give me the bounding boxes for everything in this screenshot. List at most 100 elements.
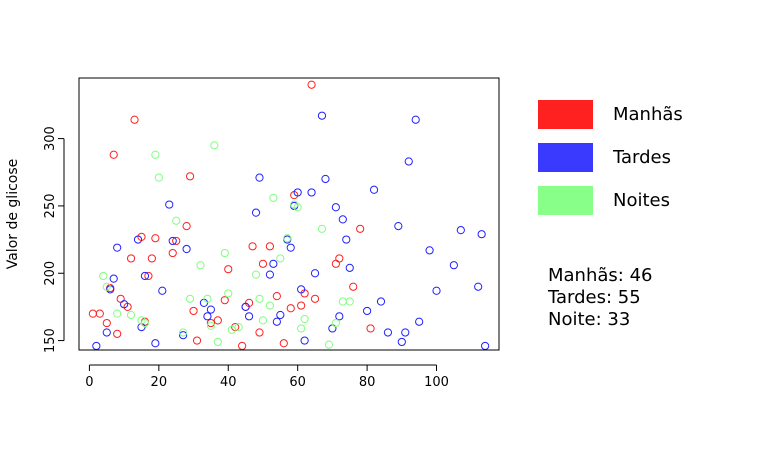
- data-point: [335, 312, 344, 321]
- data-point: [328, 324, 337, 333]
- data-point: [331, 318, 340, 328]
- data-point: [113, 243, 122, 252]
- data-point: [404, 157, 413, 166]
- plot-frame: [78, 77, 500, 351]
- data-point: [116, 294, 125, 303]
- data-point: [276, 310, 285, 320]
- data-point: [203, 294, 212, 303]
- data-point: [88, 309, 97, 318]
- legend-item: Noites: [538, 186, 670, 215]
- data-point: [286, 243, 295, 252]
- data-point: [241, 302, 250, 312]
- data-point: [109, 274, 118, 283]
- data-point: [425, 246, 434, 255]
- data-point: [95, 309, 104, 318]
- data-point: [168, 248, 177, 258]
- data-point: [258, 316, 268, 325]
- data-point: [265, 301, 275, 310]
- data-point: [324, 340, 334, 349]
- data-point: [102, 328, 111, 337]
- x-tick-label: 0: [85, 375, 93, 390]
- data-point: [172, 216, 181, 225]
- data-point: [449, 261, 458, 270]
- data-point: [331, 259, 340, 268]
- data-point: [133, 235, 143, 244]
- data-point: [345, 297, 354, 306]
- data-point: [362, 306, 372, 316]
- data-point: [401, 328, 410, 337]
- data-point: [113, 309, 122, 318]
- data-point: [206, 318, 216, 328]
- data-point: [356, 224, 365, 233]
- data-point: [272, 292, 281, 301]
- data-point: [251, 208, 261, 217]
- count-afternoon: Tardes: 55: [548, 287, 641, 308]
- data-point: [317, 111, 327, 120]
- data-point: [265, 242, 275, 251]
- data-point: [317, 224, 327, 233]
- legend-swatch: [538, 186, 593, 215]
- data-point: [165, 200, 174, 209]
- legend-item: Manhãs: [538, 100, 683, 129]
- series-0: [88, 80, 375, 351]
- data-point: [140, 271, 150, 281]
- y-tick-label: 300: [43, 126, 58, 151]
- data-point: [102, 318, 111, 328]
- data-point: [113, 329, 122, 338]
- data-point: [338, 297, 347, 306]
- data-point: [251, 270, 261, 279]
- data-point: [349, 282, 358, 291]
- data-point: [310, 269, 320, 278]
- data-point: [474, 282, 483, 291]
- data-point: [206, 321, 216, 330]
- data-point: [456, 226, 465, 235]
- data-point: [286, 304, 295, 313]
- data-point: [189, 306, 198, 316]
- x-tick-label: 80: [359, 375, 376, 390]
- legend-item: Tardes: [538, 143, 671, 172]
- data-point: [154, 173, 163, 182]
- legend-swatch: [538, 143, 593, 172]
- data-point: [102, 282, 111, 291]
- data-point: [144, 271, 153, 281]
- y-tick-label: 150: [43, 328, 58, 353]
- y-axis-title: Valor de glicose: [5, 159, 21, 270]
- x-tick-label: 40: [220, 375, 237, 390]
- legend-label: Tardes: [612, 147, 671, 168]
- y-tick-label: 200: [43, 261, 58, 286]
- legend-swatch: [538, 100, 593, 129]
- data-point: [310, 294, 320, 303]
- data-point: [192, 336, 202, 345]
- data-point: [213, 337, 222, 347]
- data-point: [185, 172, 195, 181]
- data-point: [307, 188, 316, 197]
- data-point: [335, 254, 344, 263]
- data-point: [432, 286, 441, 295]
- data-point: [182, 222, 191, 231]
- data-point: [300, 336, 309, 345]
- data-point: [276, 254, 285, 263]
- data-point: [168, 236, 177, 246]
- x-tick-label: 100: [424, 375, 449, 390]
- data-point: [203, 312, 212, 321]
- data-point: [151, 150, 160, 159]
- data-point: [369, 185, 379, 194]
- data-point: [210, 141, 219, 150]
- data-point: [321, 174, 330, 184]
- data-point: [244, 312, 254, 321]
- data-point: [383, 328, 393, 337]
- data-point: [265, 270, 275, 279]
- legend-label: Noites: [613, 190, 670, 211]
- data-point: [366, 324, 375, 333]
- x-tick-label: 20: [151, 375, 168, 390]
- data-point: [220, 296, 229, 305]
- data-point: [345, 263, 354, 272]
- y-axis: 150 200 250 300: [43, 126, 65, 353]
- x-tick-label: 60: [289, 375, 306, 390]
- data-point: [206, 305, 216, 314]
- data-point: [411, 115, 420, 124]
- data-point: [338, 215, 347, 224]
- data-point: [342, 235, 351, 244]
- data-point: [272, 317, 281, 326]
- data-point: [307, 80, 316, 89]
